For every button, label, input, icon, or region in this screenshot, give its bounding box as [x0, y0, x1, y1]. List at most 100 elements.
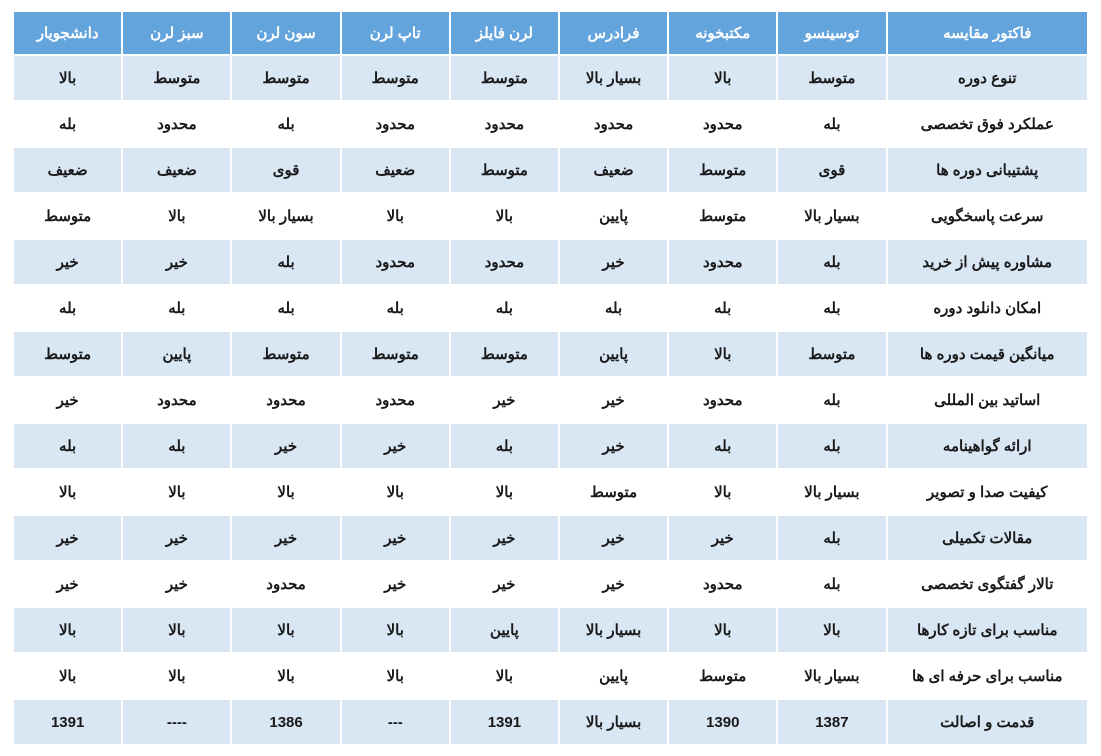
value-cell: قوی: [777, 147, 886, 193]
cell-text: خیر: [603, 392, 625, 409]
table-row: امکان دانلود دورهبلهبلهبلهبلهبلهبلهبلهبل…: [13, 285, 1088, 331]
cell-text: محدود: [157, 116, 197, 133]
cell-text: بله: [277, 254, 294, 271]
cell-text: خیر: [57, 530, 79, 547]
value-cell: خیر: [13, 561, 122, 607]
value-cell: محدود: [122, 377, 231, 423]
cell-text: متوسط: [481, 162, 528, 179]
cell-text: بالا: [168, 622, 185, 639]
value-cell: 1386: [231, 699, 340, 745]
table-row: اساتید بین المللیبلهمحدودخیرخیرمحدودمحدو…: [13, 377, 1088, 423]
col-site: مکتبخونه: [668, 11, 777, 55]
factor-cell: میانگین قیمت دوره ها: [887, 331, 1089, 377]
factor-cell: مشاوره پیش از خرید: [887, 239, 1089, 285]
cell-text: بالا: [714, 70, 731, 87]
cell-text: بله: [496, 300, 513, 317]
cell-text: متوسط: [262, 70, 309, 87]
cell-text: محدود: [703, 576, 743, 593]
cell-text: ضعیف: [594, 162, 634, 179]
cell-text: متوسط: [44, 346, 91, 363]
factor-cell: سرعت پاسخگویی: [887, 193, 1089, 239]
cell-text: خیر: [384, 530, 406, 547]
value-cell: بله: [777, 377, 886, 423]
cell-text: خیر: [712, 530, 734, 547]
value-cell: بالا: [13, 653, 122, 699]
table-row: مناسب برای تازه کارهابالابالابسیار بالاپ…: [13, 607, 1088, 653]
cell-text: خیر: [603, 576, 625, 593]
value-cell: بالا: [13, 469, 122, 515]
cell-text: بله: [823, 254, 840, 271]
cell-text: ضعیف: [375, 162, 415, 179]
cell-text: محدود: [594, 116, 634, 133]
value-cell: بله: [777, 515, 886, 561]
factor-cell: مناسب برای تازه کارها: [887, 607, 1089, 653]
cell-text: بله: [823, 438, 840, 455]
value-cell: بله: [13, 423, 122, 469]
value-cell: بالا: [450, 193, 559, 239]
value-cell: خیر: [559, 561, 668, 607]
value-cell: متوسط: [13, 331, 122, 377]
cell-text: پایین: [162, 346, 191, 363]
cell-text: پایین: [599, 208, 628, 225]
value-cell: متوسط: [668, 653, 777, 699]
value-cell: خیر: [559, 423, 668, 469]
header-label: فاکتور مقایسه: [943, 25, 1031, 42]
value-cell: خیر: [13, 515, 122, 561]
cell-text: بالا: [59, 622, 76, 639]
table-row: قدمت و اصالت13871390بسیار بالا1391---138…: [13, 699, 1088, 745]
value-cell: پایین: [559, 331, 668, 377]
value-cell: متوسط: [450, 331, 559, 377]
cell-text: محدود: [485, 116, 525, 133]
value-cell: بله: [777, 101, 886, 147]
value-cell: خیر: [450, 377, 559, 423]
value-cell: متوسط: [668, 193, 777, 239]
value-cell: محدود: [668, 101, 777, 147]
cell-text: ----: [167, 714, 187, 731]
cell-text: بسیار بالا: [586, 714, 641, 731]
value-cell: متوسط: [231, 55, 340, 101]
cell-text: ضعیف: [48, 162, 88, 179]
value-cell: محدود: [341, 239, 450, 285]
value-cell: بالا: [450, 653, 559, 699]
value-cell: بله: [777, 239, 886, 285]
cell-text: خیر: [57, 392, 79, 409]
value-cell: خیر: [122, 239, 231, 285]
cell-text: امکان دانلود دوره: [933, 300, 1041, 317]
value-cell: بله: [13, 285, 122, 331]
cell-text: بالا: [714, 484, 731, 501]
cell-text: بله: [277, 116, 294, 133]
value-cell: بله: [777, 561, 886, 607]
cell-text: بالا: [823, 622, 840, 639]
table-row: ارائه گواهینامهبلهبلهخیربلهخیرخیربلهبله: [13, 423, 1088, 469]
value-cell: خیر: [122, 515, 231, 561]
value-cell: خیر: [450, 561, 559, 607]
value-cell: متوسط: [450, 55, 559, 101]
header-label: توسینسو: [805, 25, 860, 42]
cell-text: بله: [714, 438, 731, 455]
cell-text: خیر: [57, 254, 79, 271]
value-cell: بالا: [668, 469, 777, 515]
value-cell: بله: [231, 239, 340, 285]
cell-text: محدود: [485, 254, 525, 271]
value-cell: بله: [450, 285, 559, 331]
value-cell: بالا: [13, 607, 122, 653]
value-cell: خیر: [559, 515, 668, 561]
value-cell: متوسط: [231, 331, 340, 377]
value-cell: بالا: [341, 653, 450, 699]
value-cell: متوسط: [122, 55, 231, 101]
value-cell: خیر: [122, 561, 231, 607]
table-row: سرعت پاسخگوییبسیار بالامتوسطپایینبالابال…: [13, 193, 1088, 239]
cell-text: تنوع دوره: [958, 70, 1017, 87]
factor-cell: قدمت و اصالت: [887, 699, 1089, 745]
cell-text: خیر: [603, 530, 625, 547]
value-cell: بالا: [231, 653, 340, 699]
value-cell: متوسط: [559, 469, 668, 515]
value-cell: بله: [13, 101, 122, 147]
cell-text: محدود: [266, 392, 306, 409]
value-cell: متوسط: [341, 331, 450, 377]
value-cell: قوی: [231, 147, 340, 193]
value-cell: بله: [777, 423, 886, 469]
cell-text: خیر: [384, 576, 406, 593]
value-cell: پایین: [450, 607, 559, 653]
value-cell: ---: [341, 699, 450, 745]
